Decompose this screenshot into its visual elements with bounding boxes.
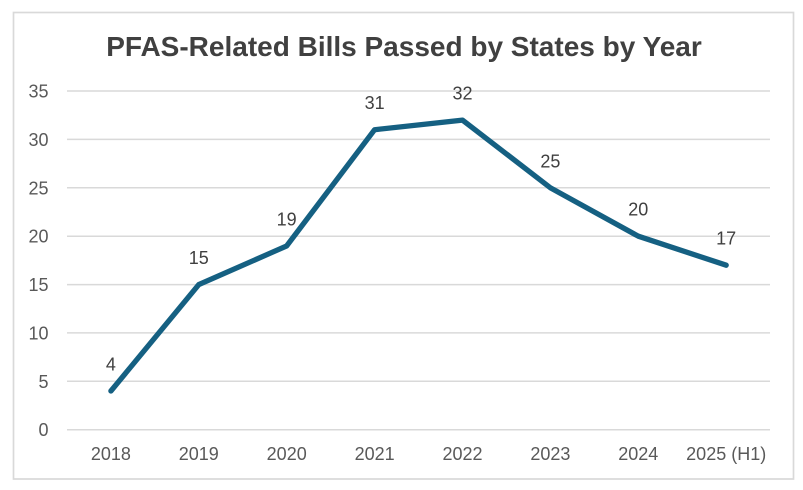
svg-text:2025 (H1): 2025 (H1)	[686, 444, 766, 464]
svg-text:2023: 2023	[530, 444, 570, 464]
svg-text:32: 32	[452, 84, 472, 104]
svg-text:5: 5	[38, 372, 48, 392]
svg-text:30: 30	[28, 130, 48, 150]
svg-text:2018: 2018	[91, 444, 131, 464]
svg-text:20: 20	[628, 200, 648, 220]
svg-text:4: 4	[106, 355, 116, 375]
svg-text:2020: 2020	[267, 444, 307, 464]
svg-text:10: 10	[28, 323, 48, 343]
svg-text:0: 0	[38, 420, 48, 440]
svg-text:31: 31	[365, 93, 385, 113]
svg-text:2021: 2021	[355, 444, 395, 464]
svg-text:35: 35	[28, 82, 48, 102]
svg-text:2019: 2019	[179, 444, 219, 464]
svg-text:19: 19	[277, 209, 297, 229]
svg-text:2022: 2022	[442, 444, 482, 464]
svg-text:25: 25	[28, 178, 48, 198]
svg-text:20: 20	[28, 227, 48, 247]
svg-text:PFAS-Related Bills Passed by S: PFAS-Related Bills Passed by States by Y…	[106, 31, 702, 62]
svg-text:2024: 2024	[618, 444, 658, 464]
svg-text:25: 25	[540, 151, 560, 171]
svg-text:15: 15	[28, 275, 48, 295]
svg-text:15: 15	[189, 248, 209, 268]
svg-text:17: 17	[716, 229, 736, 249]
